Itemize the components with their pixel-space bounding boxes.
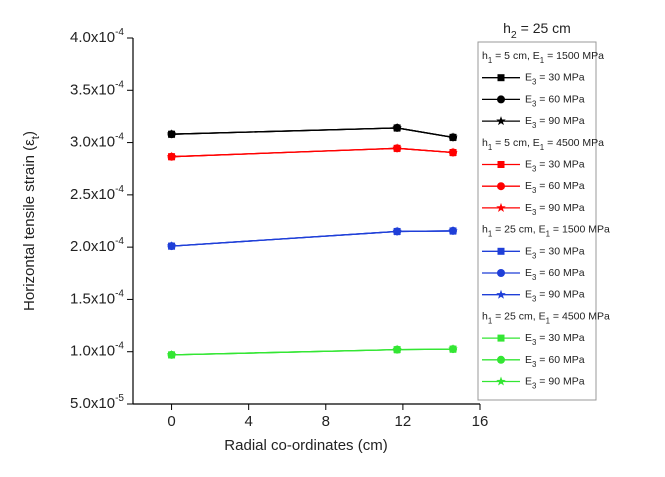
y-tick-mantissa: 2.0x10: [70, 238, 115, 255]
legend-label: E3 = 90 MPa: [525, 375, 585, 390]
marker-square: [497, 334, 505, 342]
marker-square: [497, 161, 505, 168]
y-tick-label: 5.0x10-5: [70, 393, 124, 412]
marker-square: [393, 144, 401, 152]
legend-label: E3 = 60 MPa: [525, 93, 585, 108]
y-tick-exponent: -4: [115, 27, 124, 38]
y-tick-exponent: -4: [115, 79, 124, 90]
y-tick-mantissa: 1.0x10: [70, 343, 115, 360]
y-tick-exponent: -4: [115, 236, 124, 247]
marker-square: [168, 153, 176, 161]
legend-group-title: h1 = 25 cm, E1 = 1500 MPa: [482, 223, 610, 238]
legend-label: E3 = 90 MPa: [525, 202, 585, 217]
x-tick-label: 16: [472, 413, 489, 430]
y-tick-exponent: -4: [115, 341, 124, 352]
marker-square: [449, 149, 457, 157]
legend-box: [477, 41, 597, 401]
x-axis-label: Radial co-ordinates (cm): [224, 437, 387, 454]
y-tick-label: 3.5x10-4: [70, 79, 124, 98]
series-line: [171, 348, 454, 356]
legend-group-title: h1 = 5 cm, E1 = 4500 MPa: [482, 137, 604, 152]
y-tick-mantissa: 3.5x10: [70, 81, 115, 98]
marker-star: [496, 116, 506, 126]
y-tick-mantissa: 3.0x10: [70, 134, 115, 151]
legend-group-title: h1 = 25 cm, E1 = 4500 MPa: [482, 310, 610, 325]
y-tick-exponent: -4: [115, 289, 124, 300]
y-axis-label: Horizontal tensile strain (εt): [21, 131, 42, 311]
y-tick-exponent: -4: [115, 184, 124, 195]
y-tick-mantissa: 2.5x10: [70, 186, 115, 203]
series-line: [171, 127, 454, 138]
marker-circle: [497, 182, 505, 191]
y-tick-exponent: -5: [115, 393, 124, 404]
marker-square: [449, 345, 457, 353]
marker-star: [496, 289, 506, 299]
series-line: [171, 147, 454, 158]
marker-star: [496, 376, 506, 386]
y-tick-label: 1.5x10-4: [70, 289, 124, 308]
y-tick-exponent: -4: [115, 132, 124, 143]
marker-star: [496, 202, 506, 212]
marker-square: [393, 227, 401, 235]
y-tick-mantissa: 4.0x10: [70, 29, 115, 46]
legend-label: E3 = 30 MPa: [525, 158, 585, 173]
legend-label: E3 = 90 MPa: [525, 288, 585, 303]
marker-square: [449, 227, 457, 235]
legend-label: E3 = 30 MPa: [525, 332, 585, 347]
y-tick-label: 4.0x10-4: [70, 27, 124, 46]
x-tick-label: 4: [244, 413, 252, 430]
legend-label: E3 = 60 MPa: [525, 267, 585, 282]
legend-label: E3 = 90 MPa: [525, 115, 585, 130]
marker-circle: [497, 95, 505, 104]
x-tick-label: 12: [395, 413, 412, 430]
x-tick-label: 0: [167, 413, 175, 430]
legend-label: E3 = 30 MPa: [525, 71, 585, 86]
x-tick-label: 8: [322, 413, 330, 430]
legend-label: E3 = 60 MPa: [525, 180, 585, 195]
legend-group-title: h1 = 5 cm, E1 = 1500 MPa: [482, 50, 604, 65]
marker-square: [393, 124, 401, 132]
legend-label: E3 = 60 MPa: [525, 354, 585, 369]
marker-circle: [497, 355, 505, 364]
marker-circle: [497, 269, 505, 277]
marker-square: [449, 133, 457, 141]
y-tick-label: 2.0x10-4: [70, 236, 124, 255]
marker-square: [393, 346, 401, 354]
marker-square: [168, 130, 176, 138]
y-tick-label: 3.0x10-4: [70, 132, 124, 151]
y-tick-mantissa: 1.5x10: [70, 290, 115, 307]
y-tick-label: 2.5x10-4: [70, 184, 124, 203]
series-line: [171, 230, 454, 247]
marker-square: [168, 351, 176, 359]
marker-square: [168, 242, 176, 250]
legend-title: h2 = 25 cm: [503, 20, 571, 41]
marker-square: [497, 247, 505, 255]
legend-label: E3 = 30 MPa: [525, 245, 585, 260]
y-tick-label: 1.0x10-4: [70, 341, 124, 360]
marker-square: [497, 74, 505, 82]
y-tick-mantissa: 5.0x10: [70, 395, 115, 412]
